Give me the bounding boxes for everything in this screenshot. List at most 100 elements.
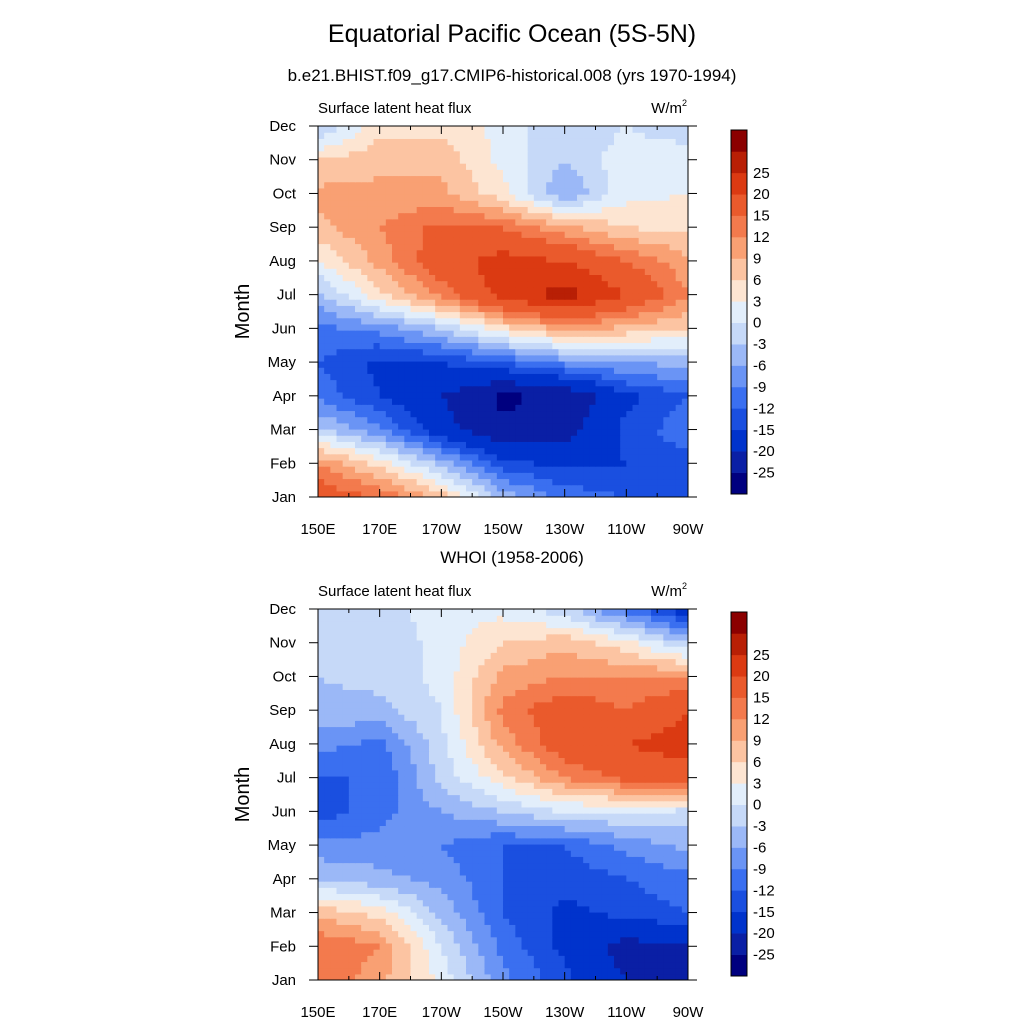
heatmap-cell bbox=[620, 292, 627, 300]
heatmap-cell bbox=[373, 262, 381, 269]
heatmap-cell bbox=[404, 268, 412, 275]
heatmap-cell bbox=[466, 231, 473, 238]
heatmap-cell bbox=[379, 194, 387, 201]
heatmap-cell bbox=[577, 330, 584, 337]
heatmap-cell bbox=[570, 132, 578, 139]
heatmap-cell bbox=[595, 881, 603, 888]
heatmap-cell bbox=[342, 435, 350, 442]
heatmap-cell bbox=[472, 484, 479, 492]
heatmap-cell bbox=[459, 435, 467, 442]
heatmap-cell bbox=[361, 305, 368, 313]
heatmap-cell bbox=[472, 850, 479, 857]
heatmap-cell bbox=[416, 918, 424, 925]
heatmap-cell bbox=[490, 317, 498, 325]
heatmap-cell bbox=[392, 936, 399, 944]
heatmap-cell bbox=[453, 961, 461, 969]
heatmap-cell bbox=[429, 231, 436, 238]
heatmap-cell bbox=[490, 169, 498, 177]
heatmap-cell bbox=[540, 181, 547, 189]
heatmap-cell bbox=[422, 255, 430, 263]
heatmap-cell bbox=[527, 274, 535, 282]
heatmap-cell bbox=[620, 311, 627, 319]
heatmap-cell bbox=[355, 200, 362, 207]
x-tick-label: 150W bbox=[483, 521, 523, 538]
heatmap-cell bbox=[521, 181, 529, 189]
heatmap-cell bbox=[318, 237, 325, 245]
heatmap-cell bbox=[626, 936, 634, 944]
heatmap-cell bbox=[577, 949, 584, 956]
heatmap-cell bbox=[379, 416, 387, 424]
heatmap-cell bbox=[410, 163, 418, 170]
heatmap-cell bbox=[546, 354, 553, 362]
heatmap-cell bbox=[632, 874, 640, 882]
heatmap-cell bbox=[342, 899, 350, 907]
heatmap-cell bbox=[601, 930, 609, 938]
heatmap-cell bbox=[410, 868, 418, 876]
heatmap-cell bbox=[638, 373, 646, 381]
heatmap-cell bbox=[564, 918, 572, 925]
heatmap-cell bbox=[607, 286, 615, 294]
heatmap-cell bbox=[570, 856, 578, 864]
heatmap-cell bbox=[435, 911, 442, 919]
heatmap-cell bbox=[552, 435, 560, 442]
heatmap-cell bbox=[318, 156, 325, 164]
heatmap-cell bbox=[533, 348, 541, 356]
heatmap-cell bbox=[595, 416, 603, 424]
heatmap-cell bbox=[558, 194, 566, 201]
heatmap-cell bbox=[416, 391, 424, 399]
heatmap-cell bbox=[663, 967, 671, 975]
heatmap-cell bbox=[570, 918, 578, 925]
heatmap-cell bbox=[527, 194, 535, 201]
heatmap-cell bbox=[607, 961, 615, 969]
heatmap-cell bbox=[626, 336, 634, 344]
heatmap-cell bbox=[509, 299, 516, 306]
heatmap-cell bbox=[657, 472, 664, 480]
heatmap-cell bbox=[422, 850, 430, 857]
heatmap-cell bbox=[583, 447, 590, 455]
heatmap-cell bbox=[416, 181, 424, 189]
heatmap-cell bbox=[478, 323, 486, 331]
heatmap-cell bbox=[324, 856, 331, 864]
heatmap-cell bbox=[404, 163, 412, 170]
heatmap-cell bbox=[675, 132, 683, 139]
heatmap-cell bbox=[595, 961, 603, 969]
heatmap-cell bbox=[669, 911, 677, 919]
heatmap-cell bbox=[336, 441, 344, 449]
heatmap-cell bbox=[675, 472, 683, 480]
heatmap-cell bbox=[404, 398, 412, 405]
heatmap-cell bbox=[484, 398, 492, 405]
heatmap-cell bbox=[385, 138, 393, 146]
heatmap-cell bbox=[441, 181, 449, 189]
heatmap-cell bbox=[651, 416, 658, 424]
heatmap-cell bbox=[435, 156, 442, 164]
heatmap-cell bbox=[651, 887, 658, 895]
heatmap-cell bbox=[342, 249, 350, 257]
heatmap-cell bbox=[564, 428, 572, 436]
heatmap-cell bbox=[367, 187, 375, 195]
heatmap-cell bbox=[435, 187, 442, 195]
heatmap-cell bbox=[324, 323, 331, 331]
heatmap-cell bbox=[459, 212, 467, 220]
heatmap-cell bbox=[441, 342, 449, 350]
heatmap-cell bbox=[521, 881, 529, 888]
heatmap-cell bbox=[441, 305, 449, 313]
heatmap-cell bbox=[398, 893, 405, 901]
heatmap-cell bbox=[570, 292, 578, 300]
heatmap-cell bbox=[385, 311, 393, 319]
heatmap-cell bbox=[318, 206, 325, 214]
heatmap-cell bbox=[651, 175, 658, 183]
heatmap-cell bbox=[330, 187, 338, 195]
heatmap-cell bbox=[318, 336, 325, 344]
heatmap-cell bbox=[577, 268, 584, 275]
heatmap-cell bbox=[521, 410, 529, 418]
heatmap-cell bbox=[466, 490, 473, 497]
heatmap-cell bbox=[466, 973, 473, 980]
heatmap-cell bbox=[595, 218, 603, 226]
heatmap-cell bbox=[626, 262, 634, 269]
heatmap-cell bbox=[478, 416, 486, 424]
heatmap-cell bbox=[583, 435, 590, 442]
heatmap-cell bbox=[324, 466, 331, 473]
heatmap-cell bbox=[348, 862, 356, 870]
heatmap-cell bbox=[435, 478, 442, 486]
heatmap-cell bbox=[669, 887, 677, 895]
